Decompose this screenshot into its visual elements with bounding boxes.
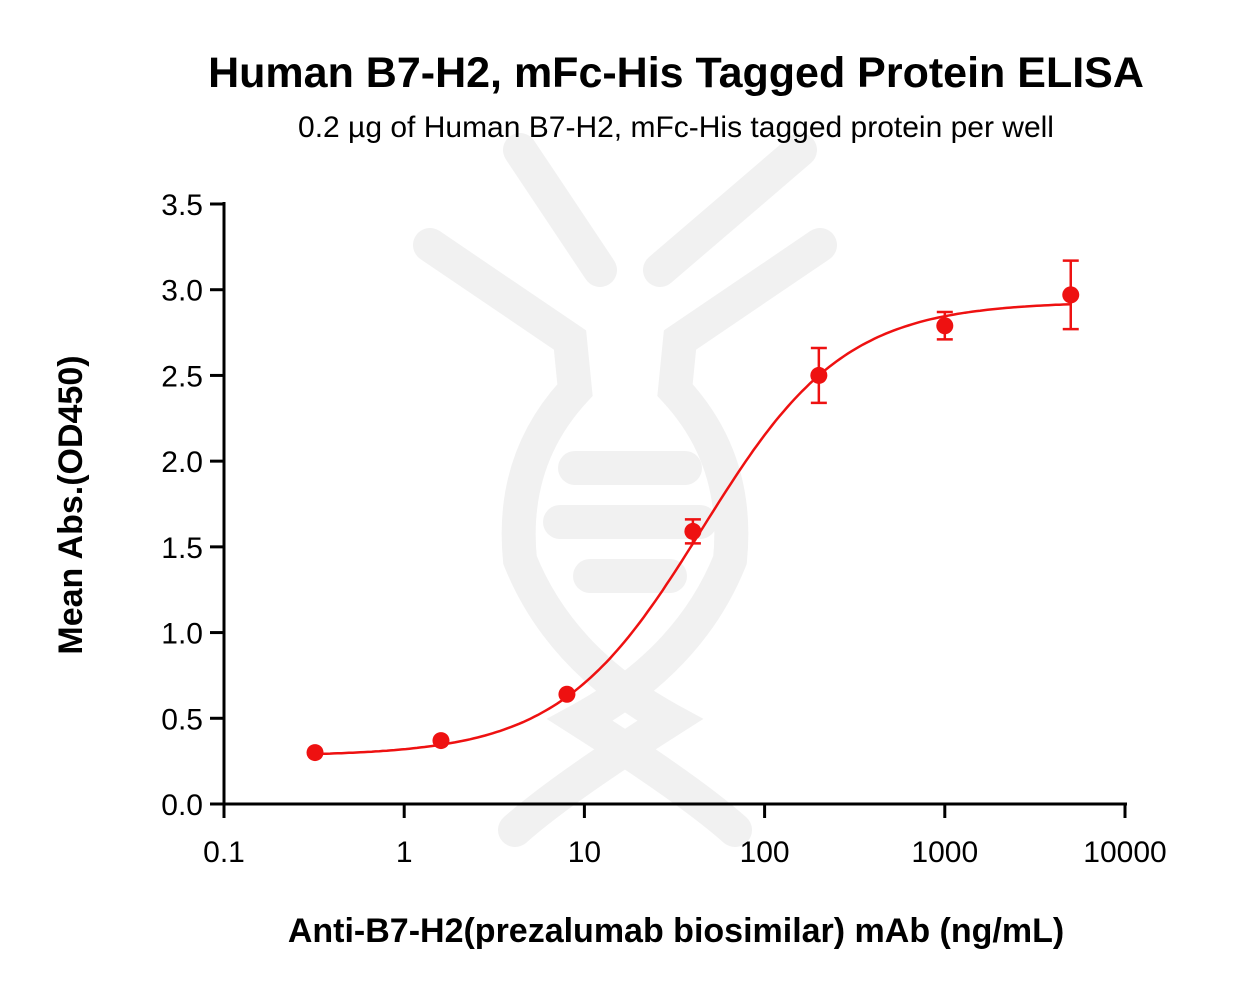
x-axis-label: Anti-B7-H2(prezalumab biosimilar) mAb (n… [288, 912, 1064, 950]
chart-subtitle: 0.2 µg of Human B7-H2, mFc-His tagged pr… [298, 111, 1054, 144]
watermark-dna-logo [413, 133, 837, 847]
chart-title: Human B7-H2, mFc-His Tagged Protein ELIS… [208, 49, 1144, 97]
data-point [684, 522, 702, 540]
x-tick-label: 100 [740, 836, 790, 869]
x-tick-label: 1 [396, 836, 413, 869]
data-point [432, 732, 450, 750]
y-tick-label: 3.5 [161, 189, 203, 222]
data-point [810, 366, 828, 384]
x-tick-label: 10000 [1083, 836, 1166, 869]
y-tick-label: 0.0 [161, 789, 203, 822]
y-tick-label: 1.5 [161, 532, 203, 565]
y-axis-label: Mean Abs.(OD450) [52, 355, 90, 654]
y-tick-label: 0.5 [161, 703, 203, 736]
y-tick-label: 2.5 [161, 360, 203, 393]
data-point [558, 685, 576, 703]
data-point [936, 317, 954, 335]
x-tick-label: 1000 [911, 836, 978, 869]
data-point [1062, 286, 1080, 304]
y-tick-label: 1.0 [161, 618, 203, 651]
x-tick-label: 0.1 [203, 836, 245, 869]
y-tick-label: 3.0 [161, 275, 203, 308]
y-tick-label: 2.0 [161, 446, 203, 479]
data-point [306, 744, 324, 762]
x-tick-label: 10 [568, 836, 601, 869]
